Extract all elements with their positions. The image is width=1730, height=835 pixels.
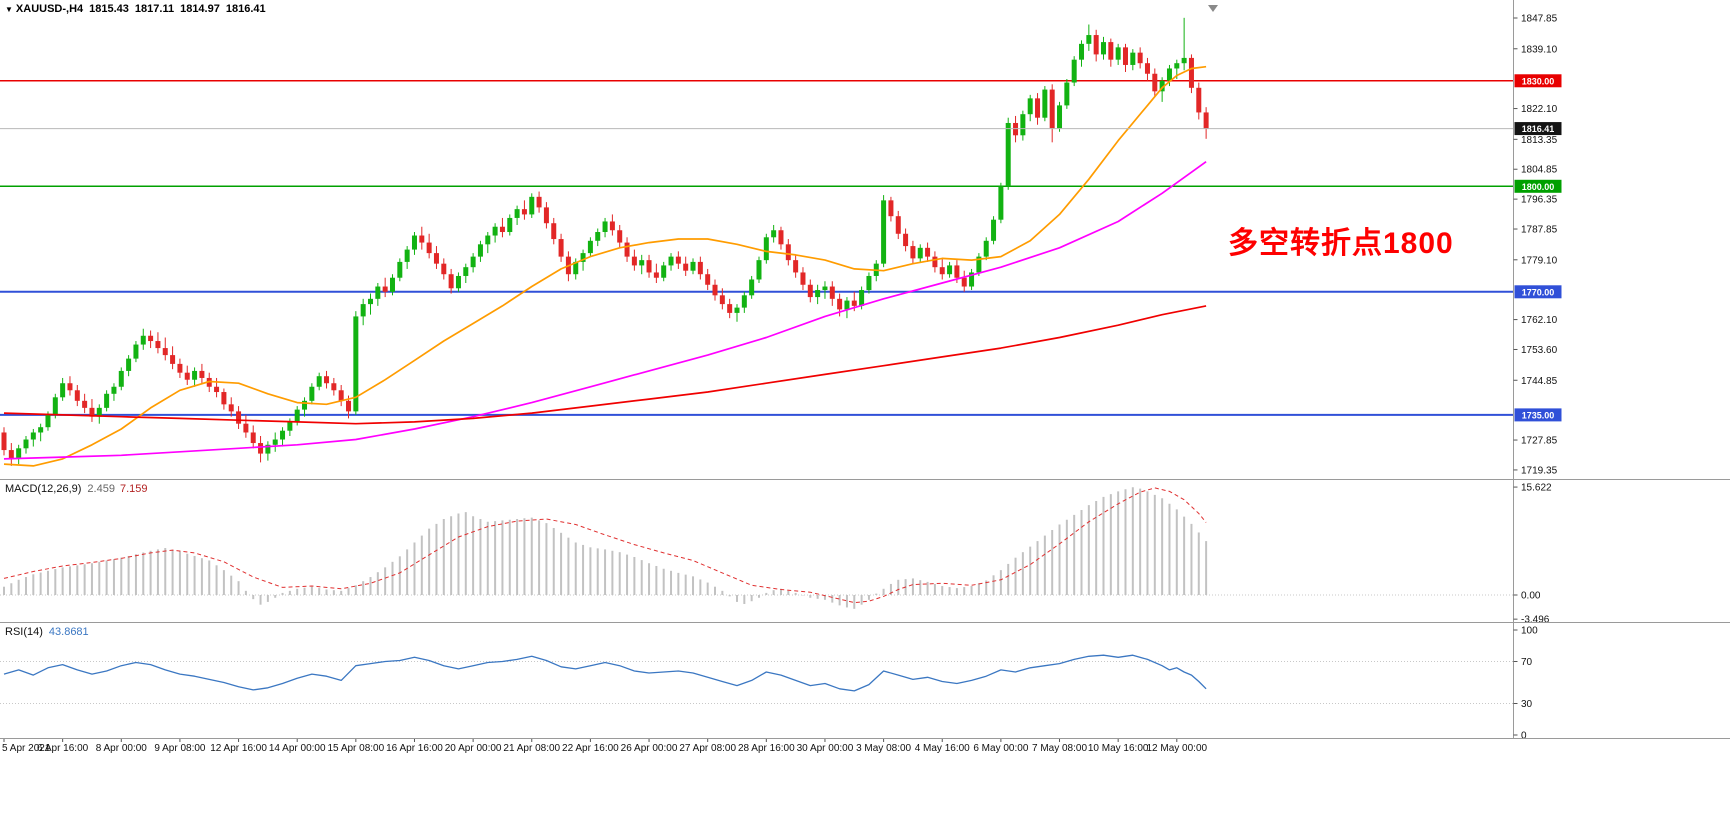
ohlc-close: 1816.41 [225, 3, 266, 15]
svg-text:1787.85: 1787.85 [1521, 225, 1558, 236]
rsi-name: RSI(14) [5, 626, 43, 638]
svg-text:1839.10: 1839.10 [1521, 44, 1558, 55]
svg-text:21 Apr 08:00: 21 Apr 08:00 [503, 743, 560, 754]
svg-text:0.00: 0.00 [1521, 591, 1541, 602]
svg-text:1727.85: 1727.85 [1521, 436, 1558, 447]
svg-text:70: 70 [1521, 657, 1533, 668]
svg-text:12 May 00:00: 12 May 00:00 [1146, 743, 1207, 754]
svg-text:100: 100 [1521, 626, 1538, 637]
main-price-panel[interactable] [0, 17, 1513, 467]
macd-panel[interactable] [0, 487, 1513, 609]
svg-text:28 Apr 16:00: 28 Apr 16:00 [738, 743, 795, 754]
svg-text:1847.85: 1847.85 [1521, 14, 1558, 25]
svg-text:26 Apr 00:00: 26 Apr 00:00 [621, 743, 678, 754]
rsi-indicator-label: RSI(14) 43.8681 [5, 626, 89, 638]
svg-text:3 May 08:00: 3 May 08:00 [856, 743, 911, 754]
svg-text:1816.41: 1816.41 [1522, 124, 1555, 134]
svg-text:1813.35: 1813.35 [1521, 135, 1558, 146]
svg-text:1744.85: 1744.85 [1521, 376, 1558, 387]
ohlc-open: 1815.43 [89, 3, 129, 15]
svg-text:1753.60: 1753.60 [1521, 345, 1558, 356]
ohlc-low: 1814.97 [180, 3, 220, 15]
rsi-value: 43.8681 [48, 626, 89, 638]
ohlc-high: 1817.11 [134, 3, 175, 15]
svg-text:15 Apr 08:00: 15 Apr 08:00 [327, 743, 384, 754]
svg-text:15.622: 15.622 [1521, 483, 1552, 494]
svg-text:7 May 08:00: 7 May 08:00 [1032, 743, 1087, 754]
svg-text:1762.10: 1762.10 [1521, 315, 1558, 326]
macd-name: MACD(12,26,9) [5, 483, 82, 495]
svg-text:1830.00: 1830.00 [1522, 76, 1555, 86]
svg-text:6 May 00:00: 6 May 00:00 [973, 743, 1028, 754]
svg-text:4 May 16:00: 4 May 16:00 [915, 743, 970, 754]
chart-annotation-text[interactable]: 多空转折点1800 [1228, 227, 1454, 260]
svg-text:20 Apr 00:00: 20 Apr 00:00 [445, 743, 502, 754]
svg-text:16 Apr 16:00: 16 Apr 16:00 [386, 743, 443, 754]
symbol-dropdown-icon[interactable]: ▼ [5, 5, 13, 14]
svg-text:1779.10: 1779.10 [1521, 255, 1558, 266]
svg-text:1719.35: 1719.35 [1521, 465, 1558, 476]
svg-text:10 May 16:00: 10 May 16:00 [1088, 743, 1149, 754]
symbol-info: ▼ XAUUSD-,H4 1815.43 1817.11 1814.97 1816.41 [5, 3, 272, 15]
symbol-name: XAUUSD-,H4 [15, 3, 84, 15]
svg-text:1735.00: 1735.00 [1522, 410, 1555, 420]
svg-text:8 Apr 00:00: 8 Apr 00:00 [96, 743, 148, 754]
svg-text:27 Apr 08:00: 27 Apr 08:00 [679, 743, 736, 754]
svg-text:22 Apr 16:00: 22 Apr 16:00 [562, 743, 619, 754]
svg-text:9 Apr 08:00: 9 Apr 08:00 [154, 743, 206, 754]
svg-text:1822.10: 1822.10 [1521, 104, 1558, 115]
chart-shift-icon[interactable] [1208, 5, 1218, 12]
svg-text:5 Apr 2021: 5 Apr 2021 [2, 743, 51, 754]
macd-indicator-label: MACD(12,26,9) 2.459 7.159 [5, 483, 147, 495]
svg-text:30 Apr 00:00: 30 Apr 00:00 [797, 743, 854, 754]
svg-text:30: 30 [1521, 699, 1533, 710]
price-axis[interactable]: 1847.85 1839.10 1822.10 1813.35 1804.85 1796.… [1513, 0, 1562, 742]
svg-text:-3.496: -3.496 [1521, 615, 1550, 626]
svg-text:1804.85: 1804.85 [1521, 165, 1558, 176]
macd-value-main: 2.459 [87, 483, 115, 495]
svg-text:1800.00: 1800.00 [1522, 182, 1555, 192]
svg-text:1770.00: 1770.00 [1522, 287, 1555, 297]
svg-text:12 Apr 16:00: 12 Apr 16:00 [210, 743, 267, 754]
svg-text:1796.35: 1796.35 [1521, 195, 1558, 206]
svg-text:6 Apr 16:00: 6 Apr 16:00 [37, 743, 89, 754]
svg-text:14 Apr 00:00: 14 Apr 00:00 [269, 743, 326, 754]
svg-text:0: 0 [1521, 731, 1527, 742]
rsi-panel[interactable] [0, 654, 1513, 704]
macd-value-signal: 7.159 [119, 483, 148, 495]
